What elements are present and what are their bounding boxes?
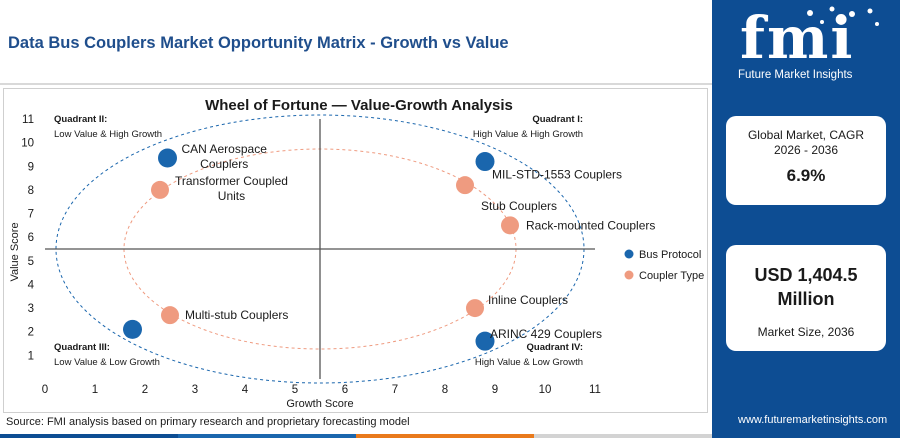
y-tick-label: 10 [21, 138, 34, 150]
quadrant-description: High Value & Low Growth [475, 357, 583, 368]
opportunity-matrix-chart: Wheel of Fortune — Value-Growth Analysis… [9, 97, 704, 410]
point-label: Inline Couplers [488, 293, 568, 307]
market-size-card: USD 1,404.5 Million Market Size, 2036 [726, 245, 886, 351]
cagr-label: Global Market, CAGR 2026 - 2036 [747, 128, 865, 157]
y-axis-label: Value Score [9, 222, 21, 281]
bar-segment-3 [356, 434, 534, 438]
bus-protocol-point [475, 331, 495, 351]
point-label: ARINC 429 Couplers [490, 327, 602, 341]
x-tick-label: 10 [539, 384, 552, 396]
fmi-logo: fmi Future Market Insights [712, 0, 900, 100]
bar-segment-4 [534, 434, 712, 438]
logo-tagline: Future Market Insights [738, 69, 853, 81]
y-tick-label: 5 [28, 256, 34, 268]
y-tick-label: 2 [28, 327, 34, 339]
x-tick-label: 4 [242, 384, 249, 396]
market-size-value: USD 1,404.5 Million [754, 265, 858, 309]
quadrant-description: High Value & High Growth [473, 129, 583, 140]
bar-segment-2 [178, 434, 356, 438]
y-tick-label: 7 [28, 209, 34, 221]
point-label-continued: Couplers [200, 157, 248, 171]
legend-marker [624, 249, 634, 259]
bus-protocol-point [158, 148, 177, 168]
legend-label: Bus Protocol [639, 249, 701, 261]
logo-mark: fmi [740, 4, 855, 72]
point-label: Rack-mounted Couplers [526, 218, 655, 232]
quadrant-description: Low Value & High Growth [54, 129, 162, 140]
x-tick-label: 6 [342, 384, 348, 396]
quadrant-title: Quadrant I: [532, 114, 583, 125]
x-tick-label: 11 [589, 384, 601, 396]
bar-segment-1 [0, 434, 178, 438]
quadrant-description: Low Value & Low Growth [54, 357, 160, 368]
point-label: MIL-STD-1553 Couplers [492, 168, 622, 182]
x-tick-label: 0 [42, 384, 48, 396]
coupler-type-point [161, 306, 179, 325]
x-tick-label: 5 [292, 384, 298, 396]
x-tick-label: 9 [492, 384, 498, 396]
logo-dots-icon [807, 6, 879, 26]
y-tick-label: 8 [28, 185, 34, 197]
coupler-type-point [501, 216, 519, 235]
chart-panel: Wheel of Fortune — Value-Growth Analysis… [3, 88, 708, 413]
coupler-type-point [466, 299, 484, 318]
point-label: CAN Aerospace [182, 142, 268, 156]
legend-marker [624, 270, 634, 280]
coupler-type-point [151, 180, 169, 199]
point-label-continued: Units [218, 189, 245, 203]
bottom-color-bar [0, 434, 712, 438]
x-tick-label: 2 [142, 384, 148, 396]
source-note: Source: FMI analysis based on primary re… [6, 416, 410, 428]
x-tick-label: 3 [192, 384, 198, 396]
quadrant-title: Quadrant III: [54, 342, 110, 353]
x-tick-label: 8 [442, 384, 448, 396]
market-size-label: Market Size, 2036 [757, 325, 855, 339]
chart-title: Wheel of Fortune — Value-Growth Analysis [205, 97, 513, 114]
legend-label: Coupler Type [639, 270, 704, 282]
size-value-wrap: USD 1,404.5 Million [726, 245, 886, 311]
point-label: Transformer Coupled [175, 174, 288, 188]
header-divider [0, 83, 712, 85]
bus-protocol-point [123, 319, 142, 339]
y-tick-label: 6 [28, 232, 34, 244]
point-label: Stub Couplers [481, 199, 557, 213]
x-tick-label: 7 [392, 384, 398, 396]
cagr-card: Global Market, CAGR 2026 - 2036 6.9% [726, 116, 886, 205]
quadrant-title: Quadrant IV: [527, 342, 583, 353]
y-tick-label: 9 [28, 161, 34, 173]
page-title: Data Bus Couplers Market Opportunity Mat… [8, 34, 509, 52]
cagr-value: 6.9% [786, 166, 826, 185]
x-tick-label: 1 [92, 384, 98, 396]
quadrant-title: Quadrant II: [54, 114, 107, 125]
side-panel: fmi Future Market Insights Global Market… [712, 0, 900, 438]
x-axis-label: Growth Score [286, 398, 353, 410]
y-tick-label: 11 [22, 114, 34, 126]
bus-protocol-point [475, 152, 495, 172]
y-tick-label: 1 [28, 350, 34, 362]
y-tick-label: 3 [28, 303, 34, 315]
point-label: Multi-stub Couplers [185, 308, 288, 322]
cagr-label-wrap: Global Market, CAGR 2026 - 2036 [726, 116, 886, 158]
website-link[interactable]: www.futuremarketinsights.com [738, 414, 888, 426]
y-tick-label: 4 [28, 279, 35, 291]
coupler-type-point [456, 176, 474, 195]
